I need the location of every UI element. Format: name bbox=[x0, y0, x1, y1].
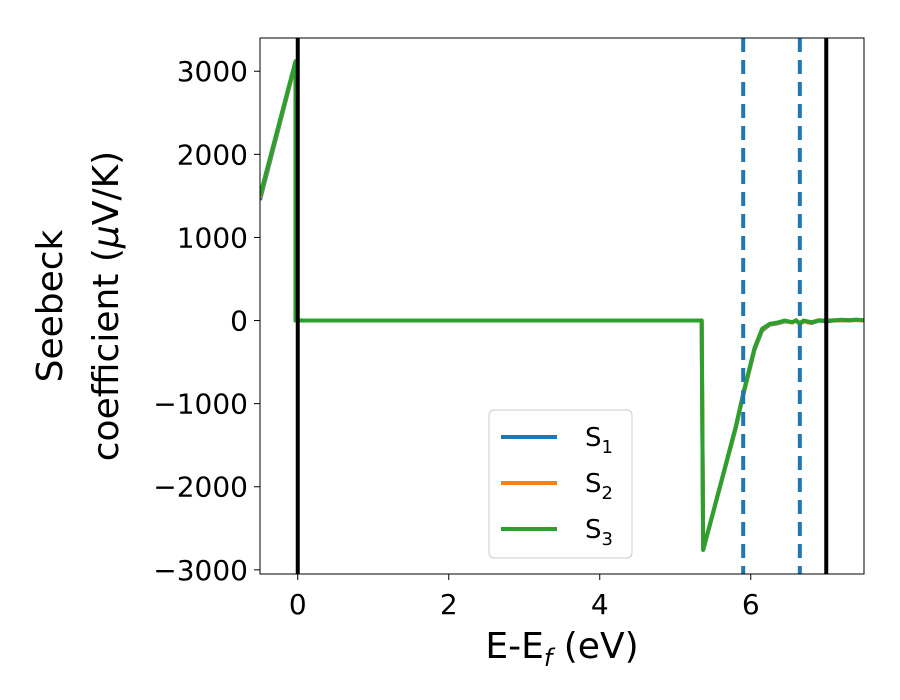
plot-frame bbox=[259, 37, 865, 575]
x-axis-label-unit: (eV) bbox=[552, 626, 638, 667]
legend-box bbox=[488, 409, 633, 559]
y-axis-label-suffix: V/K) bbox=[86, 151, 127, 225]
y-axis-label: Seebeck coefficient (μV/K) bbox=[30, 151, 127, 461]
plot-area bbox=[260, 38, 864, 574]
y-tick-label: 1000 bbox=[177, 221, 248, 254]
x-tick-label: 2 bbox=[440, 588, 458, 621]
y-axis-label-line2: coefficient (μV/K) bbox=[86, 151, 127, 461]
legend-label-1: S1 bbox=[585, 423, 613, 458]
x-tick-label: 4 bbox=[591, 588, 609, 621]
y-tick-label: −2000 bbox=[153, 471, 248, 504]
axis-ticks: 0 2 4 6 3000 2000 1000 0 −1000 −2000 −3000 bbox=[153, 55, 759, 621]
y-axis-label-mu: μ bbox=[86, 225, 127, 249]
y-tick-label: 0 bbox=[230, 305, 248, 338]
y-tick-label: −1000 bbox=[153, 388, 248, 421]
y-axis-label-line1: Seebeck bbox=[30, 229, 71, 382]
y-tick-label: 3000 bbox=[177, 55, 248, 88]
x-axis-label: E-Ef (eV) bbox=[485, 626, 638, 672]
x-axis-label-main: E-E bbox=[485, 626, 543, 667]
y-tick-label: 2000 bbox=[177, 138, 248, 171]
series-line-3 bbox=[260, 59, 864, 552]
x-tick-label: 0 bbox=[289, 588, 307, 621]
x-tick-label: 6 bbox=[742, 588, 760, 621]
y-axis-label-prefix: coefficient ( bbox=[86, 248, 127, 461]
legend-label-3: S3 bbox=[585, 515, 613, 550]
legend-label-2: S2 bbox=[585, 469, 613, 504]
legend: S1 S2 S3 bbox=[488, 409, 633, 559]
y-tick-label: −3000 bbox=[153, 554, 248, 587]
